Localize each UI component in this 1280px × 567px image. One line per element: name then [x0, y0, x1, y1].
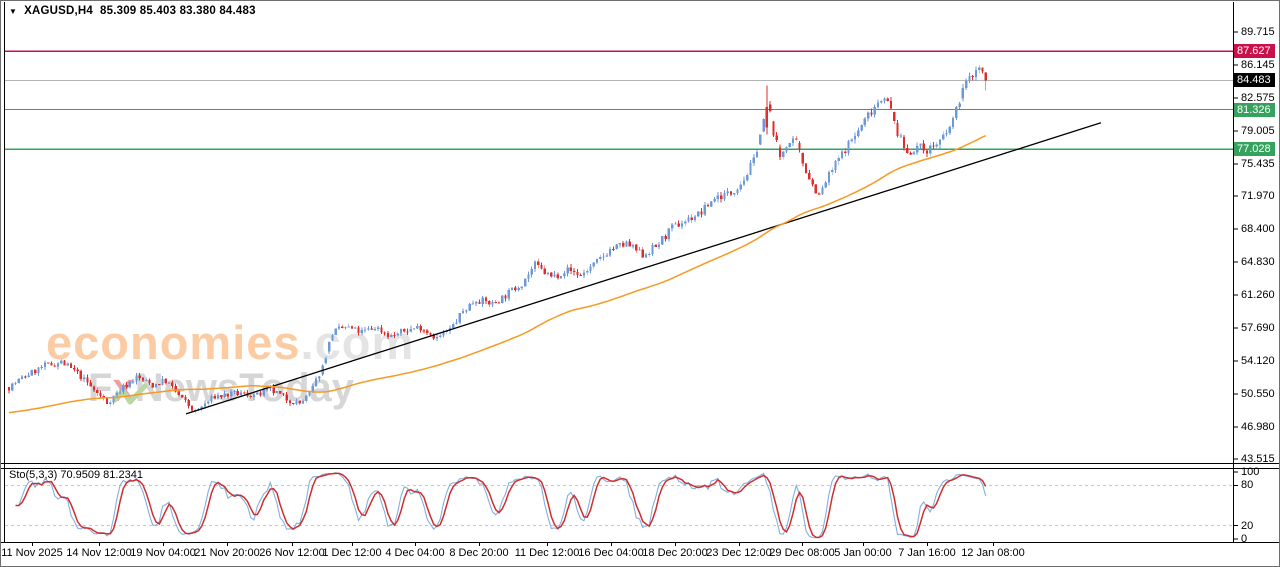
- level-price-tag-2: 77.028: [1234, 142, 1275, 157]
- price-tick-label: 89.715: [1241, 26, 1275, 38]
- symbol-label: XAGUSD,H4: [24, 5, 94, 17]
- chart-frame: [1, 2, 1279, 546]
- price-tick-label: 75.435: [1241, 157, 1275, 170]
- time-tick-label: 7 Jan 16:00: [898, 547, 956, 559]
- time-tick-label: 14 Nov 12:00: [66, 547, 132, 559]
- time-tick-label: 11 Dec 12:00: [514, 547, 580, 559]
- indicator-scale-label: 80: [1241, 479, 1254, 492]
- time-tick-label: 23 Dec 12:00: [706, 547, 772, 559]
- watermark-brand-suffix: .com: [300, 316, 415, 369]
- symbol-dropdown-icon[interactable]: ▼: [9, 6, 18, 16]
- candlesticks: [7, 64, 987, 414]
- indicator-scale-label: 100: [1241, 466, 1260, 478]
- symbol-title: ▼ XAGUSD,H4 85.309 85.403 83.380 84.483: [9, 5, 256, 17]
- watermark-brand: economies.com: [46, 319, 414, 366]
- time-tick-label: 16 Dec 04:00: [578, 547, 644, 559]
- watermark-sub-post: NewsToday: [134, 366, 355, 410]
- price-tick-label: 50.550: [1241, 387, 1275, 400]
- ohlc-values: 85.309 85.403 83.380 84.483: [100, 5, 256, 17]
- price-tick-label: 68.400: [1241, 223, 1275, 235]
- price-tick-label: 46.980: [1241, 420, 1275, 433]
- watermark-sub-pre: F: [88, 366, 113, 410]
- watermark-subtitle: FxNewsToday: [88, 368, 414, 408]
- stochastic-d-line: [15, 472, 987, 539]
- time-tick-label: 12 Jan 08:00: [961, 547, 1025, 559]
- indicator-scale-label: 0: [1241, 533, 1248, 545]
- time-tick-label: 4 Dec 04:00: [385, 547, 445, 559]
- price-tick-label: 54.120: [1241, 354, 1275, 367]
- price-tick-label: 43.515: [1241, 452, 1275, 465]
- time-tick-label: 8 Dec 20:00: [449, 547, 509, 559]
- price-tick-label: 82.575: [1241, 91, 1275, 104]
- time-tick-label: 19 Nov 04:00: [130, 547, 196, 559]
- indicator-label: Sto(5,3,3) 70.9509 81.2341: [9, 469, 143, 481]
- price-tick-label: 57.690: [1241, 321, 1275, 334]
- time-tick-label: 29 Dec 08:00: [769, 547, 835, 559]
- stochastic-k-line: [15, 472, 987, 539]
- watermark-brand-text: economies: [46, 316, 301, 369]
- time-tick-label: 26 Nov 12:00: [259, 547, 325, 559]
- price-tick-label: 64.830: [1241, 255, 1275, 268]
- time-tick-label: 1 Dec 12:00: [322, 547, 382, 559]
- moving-average-line[interactable]: [8, 135, 987, 414]
- level-price-tag-0: 87.627: [1234, 44, 1275, 59]
- watermark: economies.com FxNewsToday: [46, 319, 414, 408]
- price-tick-label: 86.145: [1241, 58, 1275, 71]
- price-tick-label: 71.970: [1241, 190, 1275, 202]
- indicator-scale-label: 20: [1241, 519, 1254, 532]
- time-tick-label: 21 Nov 20:00: [194, 547, 260, 559]
- price-tick-label: 61.260: [1241, 288, 1275, 301]
- current-price-tag: 84.483: [1234, 73, 1275, 88]
- price-tick-label: 79.005: [1241, 124, 1275, 137]
- level-price-tag-1: 81.326: [1234, 102, 1275, 117]
- trendline[interactable]: [185, 122, 1102, 415]
- time-tick-label: 5 Jan 00:00: [834, 547, 892, 559]
- time-tick-label: 18 Dec 20:00: [642, 547, 708, 559]
- time-tick-label: 11 Nov 2025: [1, 547, 63, 559]
